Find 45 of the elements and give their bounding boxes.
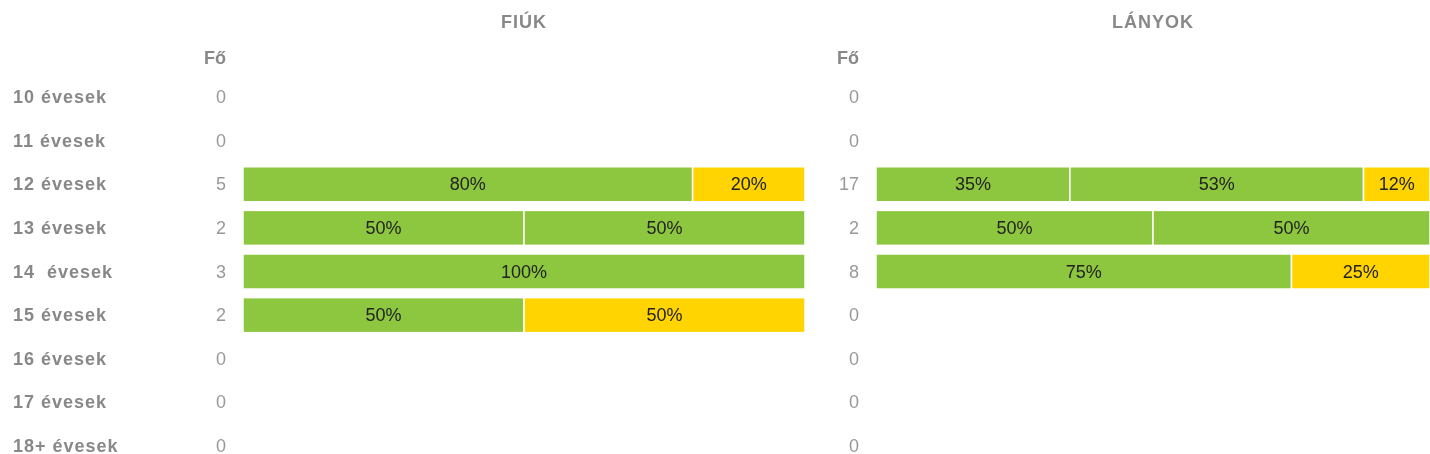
data-label: 75% (1065, 261, 1102, 282)
text: 0 (848, 305, 859, 326)
text: 17 (838, 174, 859, 195)
data-label: 50% (646, 217, 683, 238)
data-label: 20% (730, 174, 767, 195)
text: 0 (215, 436, 226, 454)
data-label: 50% (646, 305, 683, 326)
data-label: 12% (1378, 174, 1415, 195)
data-label: 50% (365, 217, 402, 238)
text: 2 (215, 305, 226, 326)
y-tick-label: 11 évesek (13, 130, 107, 151)
text: 5 (215, 174, 226, 195)
text: 3 (215, 261, 226, 282)
data-label: 50% (1273, 217, 1310, 238)
text: 0 (848, 392, 859, 413)
data-label: 25% (1342, 261, 1379, 282)
chart-title: FIÚK (501, 11, 547, 32)
y-tick-label: 13 évesek (13, 217, 108, 238)
y-tick-label: 15 évesek (13, 305, 108, 326)
data-label: 50% (365, 305, 402, 326)
text: 0 (848, 436, 859, 454)
y-tick-label: 16 évesek (13, 348, 108, 369)
data-label: 35% (954, 174, 991, 195)
text: 0 (215, 130, 226, 151)
y-tick-label: 12 évesek (13, 174, 108, 195)
data-label: 50% (996, 217, 1033, 238)
y-tick-label: 17 évesek (13, 392, 108, 413)
text: 0 (848, 130, 859, 151)
data-label: 100% (500, 261, 548, 282)
text: 0 (215, 392, 226, 413)
text: 0 (215, 87, 226, 107)
y-tick-label: 14 évesek (13, 261, 114, 282)
text: 2 (848, 217, 859, 238)
y-tick-label: 18+ évesek (13, 436, 119, 454)
chart-title: LÁNYOK (1112, 11, 1194, 32)
data-label: 80% (449, 174, 486, 195)
text: 0 (848, 87, 859, 107)
data-label: 53% (1198, 174, 1235, 195)
text: 0 (215, 348, 226, 369)
text: 0 (848, 348, 859, 369)
text: 8 (848, 261, 859, 282)
y-axis-title: Fő (204, 48, 226, 68)
y-tick-label: 10 évesek (13, 87, 108, 107)
y-axis-title: Fő (837, 48, 859, 68)
text: 2 (215, 217, 226, 238)
